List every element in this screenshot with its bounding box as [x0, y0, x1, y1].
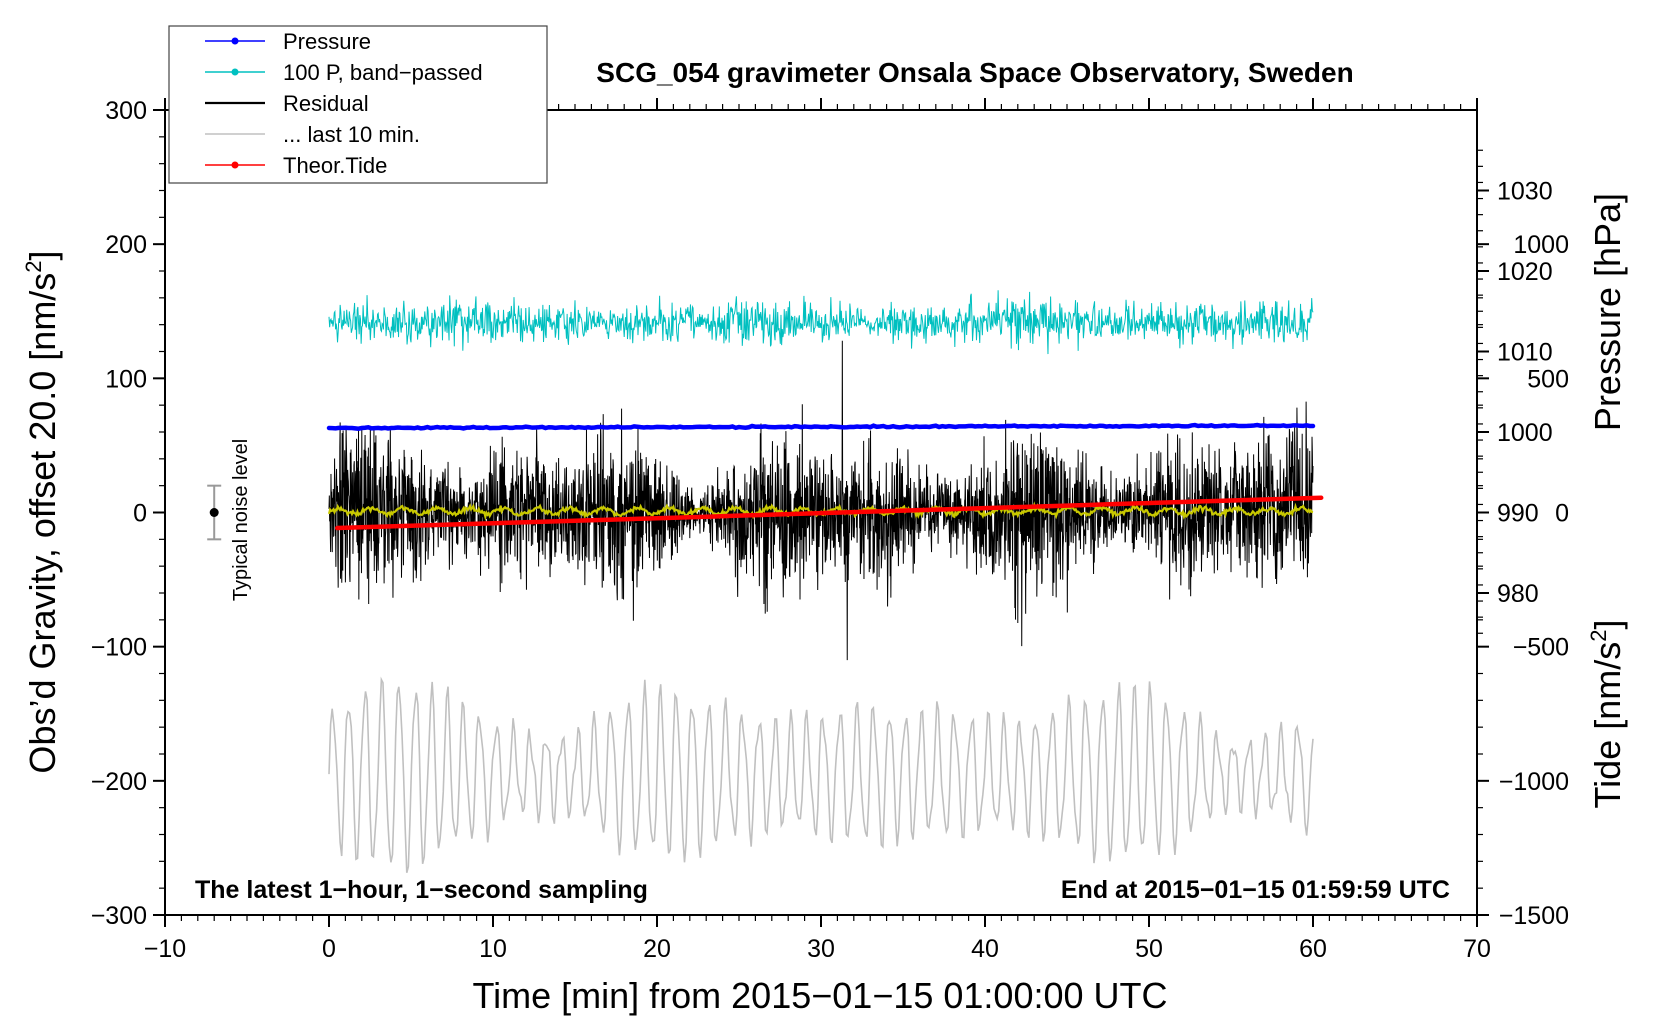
legend-item: Theor.Tide: [205, 153, 387, 178]
x-tick-label: 10: [479, 935, 507, 963]
legend-label: Theor.Tide: [283, 153, 387, 178]
tide-tick-label: −1000: [1499, 768, 1569, 796]
y-axis-left-label-end: ]: [22, 250, 63, 260]
legend-swatch-marker: [231, 68, 239, 76]
x-tick-label: 50: [1135, 935, 1163, 963]
legend-label: 100 P, band−passed: [283, 60, 483, 85]
y-tick-label: 300: [105, 97, 147, 125]
pressure-tick-label: 1030: [1497, 178, 1553, 206]
y-tick-label: −300: [91, 902, 147, 930]
plot-lines: [326, 290, 1324, 873]
pressure-tick-label: 990: [1497, 500, 1539, 528]
series-last-10-min-line: [328, 676, 1314, 873]
x-tick-label: 40: [971, 935, 999, 963]
legend-box: [168, 25, 548, 184]
annotation-end-time: End at 2015−01−15 01:59:59 UTC: [1061, 876, 1450, 904]
y-tick-label: 0: [133, 500, 147, 528]
tide-tick-label: 0: [1555, 500, 1569, 528]
pressure-tick-label: 1020: [1497, 258, 1553, 286]
legend-item: Residual: [205, 91, 369, 116]
y-axis-tide: −1500 −1000 −500 0 500 1000: [1477, 231, 1569, 930]
y-axis-left-label: Obs’d Gravity, offset 20.0 [nm/s2]: [21, 250, 63, 773]
x-axis: −10 0 10 20 30 40 50 60 70: [144, 98, 1491, 963]
typical-noise-indicator: Typical noise level: [207, 439, 252, 601]
pressure-tick-label: 1000: [1497, 419, 1553, 447]
pressure-tick-label: 980: [1497, 580, 1539, 608]
y-axis-tide-label-sup: 2: [1586, 630, 1611, 642]
y-axis-left-label-main: Obs’d Gravity, offset 20.0 [nm/s: [22, 273, 63, 774]
x-tick-label: 60: [1299, 935, 1327, 963]
legend-swatch-marker: [231, 161, 239, 169]
y-axis-left: −300 −200 −100 0 100 200 300: [91, 97, 165, 930]
x-tick-label: 20: [643, 935, 671, 963]
legend-item: ... last 10 min.: [205, 122, 420, 147]
y-tick-label: 100: [105, 365, 147, 393]
x-tick-label: 70: [1463, 935, 1491, 963]
x-axis-label: Time [min] from 2015−01−15 01:00:00 UTC: [472, 975, 1167, 1016]
noise-center-dot: [209, 508, 219, 517]
y-axis-tide-label-main: Tide [nm/s: [1587, 642, 1628, 809]
y-axis-tide-label-end: ]: [1587, 620, 1628, 630]
y-tick-label: −100: [91, 634, 147, 662]
tide-tick-label: 500: [1527, 365, 1569, 393]
legend-swatch-marker: [231, 37, 239, 45]
series-bandpassed-line: [328, 290, 1314, 355]
series-theor-tide-line: [334, 495, 1324, 531]
y-tick-label: 200: [105, 231, 147, 259]
annotation-sampling: The latest 1−hour, 1−second sampling: [195, 876, 648, 904]
pressure-tick-label: 1010: [1497, 339, 1553, 367]
y-axis-tide-label: Tide [nm/s2]: [1586, 620, 1628, 809]
x-tick-label: −10: [144, 935, 186, 963]
legend: Pressure 100 P, band−passed Residual ... la…: [168, 25, 548, 184]
x-tick-label: 30: [807, 935, 835, 963]
y-tick-label: −200: [91, 768, 147, 796]
legend-item: 100 P, band−passed: [205, 60, 483, 85]
legend-label: Residual: [283, 91, 369, 116]
legend-entries: Pressure 100 P, band−passed Residual ... la…: [205, 29, 483, 178]
tide-tick-label: 1000: [1513, 231, 1569, 259]
legend-item: Pressure: [205, 29, 371, 54]
y-axis-left-label-sup: 2: [21, 260, 46, 272]
series-pressure-line: [326, 422, 1316, 432]
x-tick-label: 0: [322, 935, 336, 963]
tide-tick-label: −500: [1513, 634, 1569, 662]
legend-label: Pressure: [283, 29, 371, 54]
y-axis-pressure-label: Pressure [hPa]: [1587, 193, 1628, 431]
noise-label: Typical noise level: [230, 439, 252, 601]
tide-tick-label: −1500: [1499, 902, 1569, 930]
chart-title: SCG_054 gravimeter Onsala Space Observat…: [596, 57, 1353, 88]
legend-label: ... last 10 min.: [283, 122, 420, 147]
